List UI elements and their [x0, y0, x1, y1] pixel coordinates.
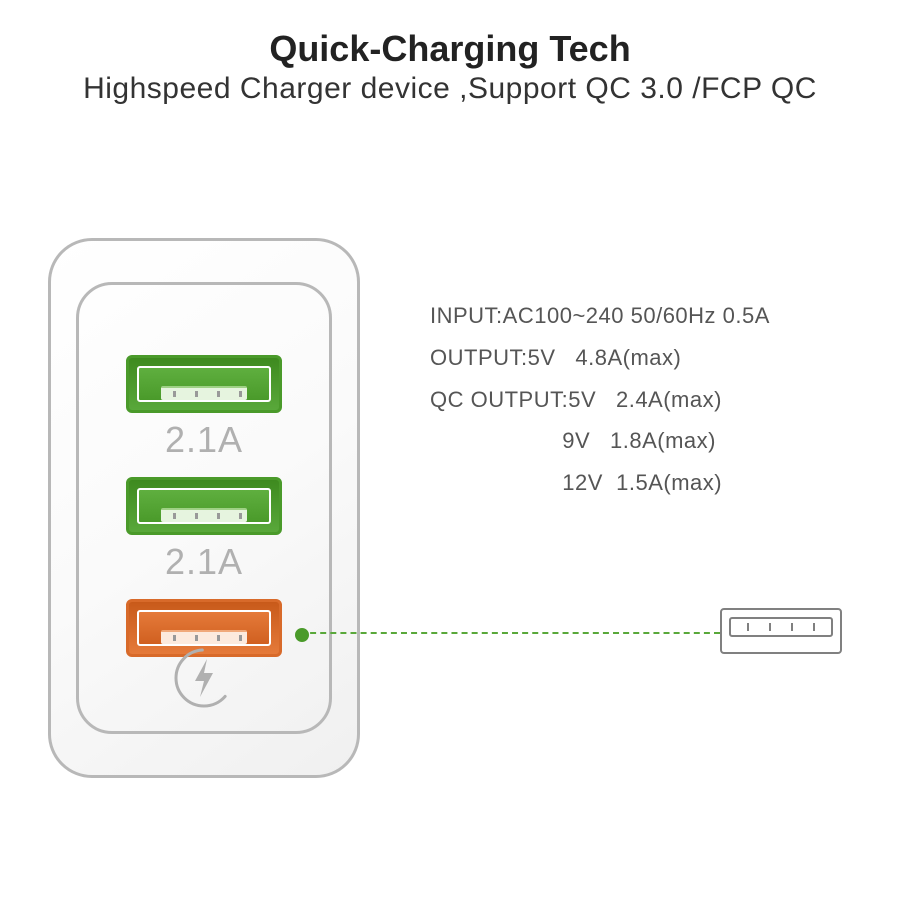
- spec-input: INPUT:AC100~240 50/60Hz 0.5A: [430, 295, 880, 337]
- callout-line: [300, 632, 720, 634]
- spec-qc-12v: 12V 1.5A(max): [430, 462, 880, 504]
- spec-qc-output: QC OUTPUT:5V 2.4A(max): [430, 379, 880, 421]
- spec-qc-9v: 9V 1.8A(max): [430, 420, 880, 462]
- quick-charge-badge-icon: [173, 647, 235, 709]
- page-subtitle: Highspeed Charger device ,Support QC 3.0…: [0, 72, 900, 106]
- usb-port-2-tongue: [161, 508, 247, 522]
- page-title: Quick-Charging Tech: [0, 28, 900, 70]
- header: Quick-Charging Tech Highspeed Charger de…: [0, 0, 900, 106]
- usb-port-qc-frame: [137, 610, 271, 646]
- usb-port-2-label: 2.1A: [165, 541, 243, 583]
- usb-port-2: [126, 477, 282, 535]
- spec-output: OUTPUT:5V 4.8A(max): [430, 337, 880, 379]
- usb-a-outline-icon: [720, 608, 842, 654]
- usb-port-1: [126, 355, 282, 413]
- specifications: INPUT:AC100~240 50/60Hz 0.5A OUTPUT:5V 4…: [430, 295, 880, 504]
- usb-port-2-frame: [137, 488, 271, 524]
- usb-port-1-tongue: [161, 386, 247, 400]
- usb-port-1-frame: [137, 366, 271, 402]
- usb-port-qc-tongue: [161, 630, 247, 644]
- charger-face-plate: 2.1A 2.1A: [76, 282, 332, 734]
- charger-illustration: 2.1A 2.1A: [48, 238, 360, 778]
- usb-port-1-label: 2.1A: [165, 419, 243, 461]
